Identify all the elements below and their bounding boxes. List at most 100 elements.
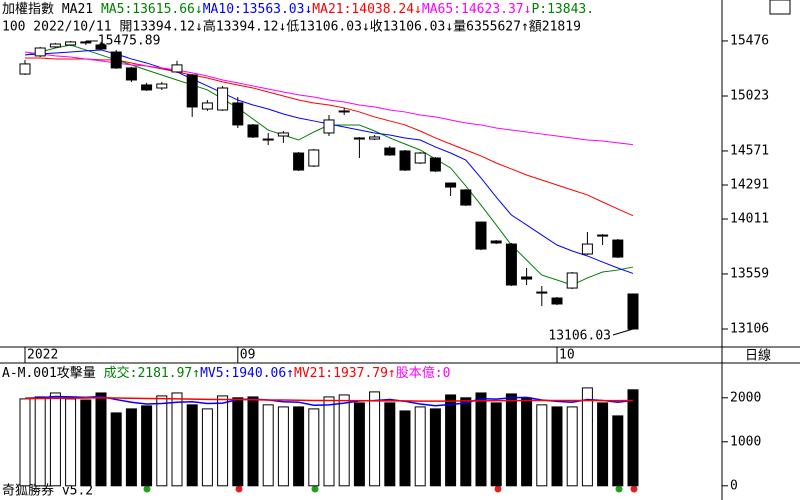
- volume-bar: [521, 397, 533, 487]
- candle-body: [186, 74, 198, 108]
- mv-line: [24, 395, 634, 407]
- volume-bar: [627, 389, 639, 487]
- candle-body: [65, 41, 77, 46]
- volume-bar: [536, 404, 548, 487]
- header-segment: 成交:2181.97↑: [104, 365, 200, 381]
- volume-bar: [323, 396, 335, 487]
- candle-body: [232, 102, 244, 126]
- header-segment: MV5:1940.06↑: [200, 366, 294, 381]
- header-segment: P:13843.: [531, 2, 594, 17]
- volume-bar: [156, 395, 168, 487]
- header-line: 100 2022/10/11 開13394.12↓高13394.12↓低1310…: [2, 19, 581, 35]
- candle-body: [369, 136, 381, 140]
- candle-body: [429, 157, 441, 172]
- candle-body: [156, 83, 168, 89]
- volume-bar: [232, 397, 244, 487]
- period-label: 日線: [745, 348, 771, 364]
- candle-body: [338, 110, 350, 113]
- candle-body: [201, 102, 213, 110]
- volume-bar: [277, 406, 289, 487]
- candle-body: [414, 152, 426, 164]
- header-segment: 股本億:0: [396, 365, 451, 381]
- y-tick-label: 0: [730, 478, 738, 493]
- low-label: 13106.03: [548, 329, 611, 344]
- y-tick-label: 14291: [730, 177, 769, 192]
- x-tick-label: 10: [559, 348, 575, 363]
- ma-line: [25, 57, 634, 217]
- volume-bar: [490, 402, 502, 487]
- candle-body: [581, 243, 593, 255]
- y-tick-label: 14011: [730, 212, 769, 227]
- header-segment: MV21:1937.79↑: [294, 366, 396, 381]
- header-segment: 加權指數 MA21: [2, 2, 101, 17]
- volume-bar: [110, 412, 122, 487]
- volume-bar: [566, 406, 578, 487]
- candle-body: [308, 149, 320, 167]
- volume-bar: [171, 392, 183, 487]
- volume-bar: [141, 405, 153, 487]
- volume-bar: [247, 396, 259, 487]
- y-tick-label: 13559: [730, 266, 769, 281]
- candle-body: [171, 64, 183, 73]
- volume-bar: [460, 397, 472, 487]
- candle-body: [460, 189, 472, 206]
- header-segment: A-M.001攻擊量: [2, 365, 104, 381]
- header-segment: MA5:13615.66↓: [101, 2, 203, 17]
- candle-body: [217, 87, 229, 111]
- volume-bar: [338, 394, 350, 487]
- x-tick-label: 09: [240, 348, 256, 363]
- candle-body: [49, 43, 61, 48]
- candle-body: [536, 291, 548, 294]
- volume-bar: [125, 408, 137, 487]
- volume-bar: [369, 391, 381, 487]
- volume-bar: [384, 402, 396, 487]
- candle-body: [125, 67, 137, 81]
- volume-bar: [445, 394, 457, 487]
- y-tick-label: 2000: [730, 390, 761, 405]
- candle-body: [566, 272, 578, 289]
- y-tick-label: 1000: [730, 434, 761, 449]
- candle-body: [627, 293, 639, 330]
- candle-body: [80, 41, 92, 44]
- header-segment: MA10:13563.03↓: [203, 2, 313, 17]
- volume-bar: [429, 408, 441, 487]
- volume-bar: [49, 392, 61, 487]
- x-tick-label: 2022: [27, 348, 58, 363]
- candle-body: [110, 51, 122, 69]
- footer: 奇狐勝券 v5.2: [2, 483, 93, 499]
- header-segment: MA65:14623.37↓: [422, 2, 532, 17]
- volume-bar: [505, 393, 517, 487]
- candle-body: [19, 63, 31, 75]
- candle-body: [612, 239, 624, 258]
- y-tick-label: 15476: [730, 33, 769, 48]
- volume-bar: [551, 406, 563, 487]
- volume-bar: [612, 415, 624, 487]
- candle-body: [323, 119, 335, 134]
- candle-body: [293, 152, 305, 171]
- y-tick-label: 14571: [730, 143, 769, 158]
- volume-bar: [475, 392, 487, 487]
- ma-line: [24, 51, 634, 146]
- scroll-button[interactable]: [769, 0, 791, 15]
- volume-title: A-M.001攻擊量 成交:2181.97↑MV5:1940.06↑MV21:1…: [2, 365, 450, 381]
- volume-bar: [293, 406, 305, 487]
- header-segment: MA21:14038.24↓: [312, 2, 422, 17]
- volume-bar: [262, 404, 274, 487]
- volume-bar: [19, 398, 31, 487]
- candle-body: [34, 47, 46, 57]
- volume-bar: [581, 387, 593, 487]
- y-tick-label: 15023: [730, 89, 769, 104]
- high-label: 15475.89: [98, 33, 161, 48]
- candle-body: [399, 150, 411, 171]
- candle-body: [353, 137, 365, 140]
- candle-body: [277, 132, 289, 137]
- candle-body: [247, 124, 259, 138]
- y-tick-label: 13106: [730, 322, 769, 337]
- volume-bar: [308, 408, 320, 487]
- volume-bar: [201, 408, 213, 487]
- volume-bar: [217, 395, 229, 487]
- candle-body: [475, 221, 487, 250]
- candle-body: [505, 243, 517, 286]
- volume-bar: [65, 398, 77, 487]
